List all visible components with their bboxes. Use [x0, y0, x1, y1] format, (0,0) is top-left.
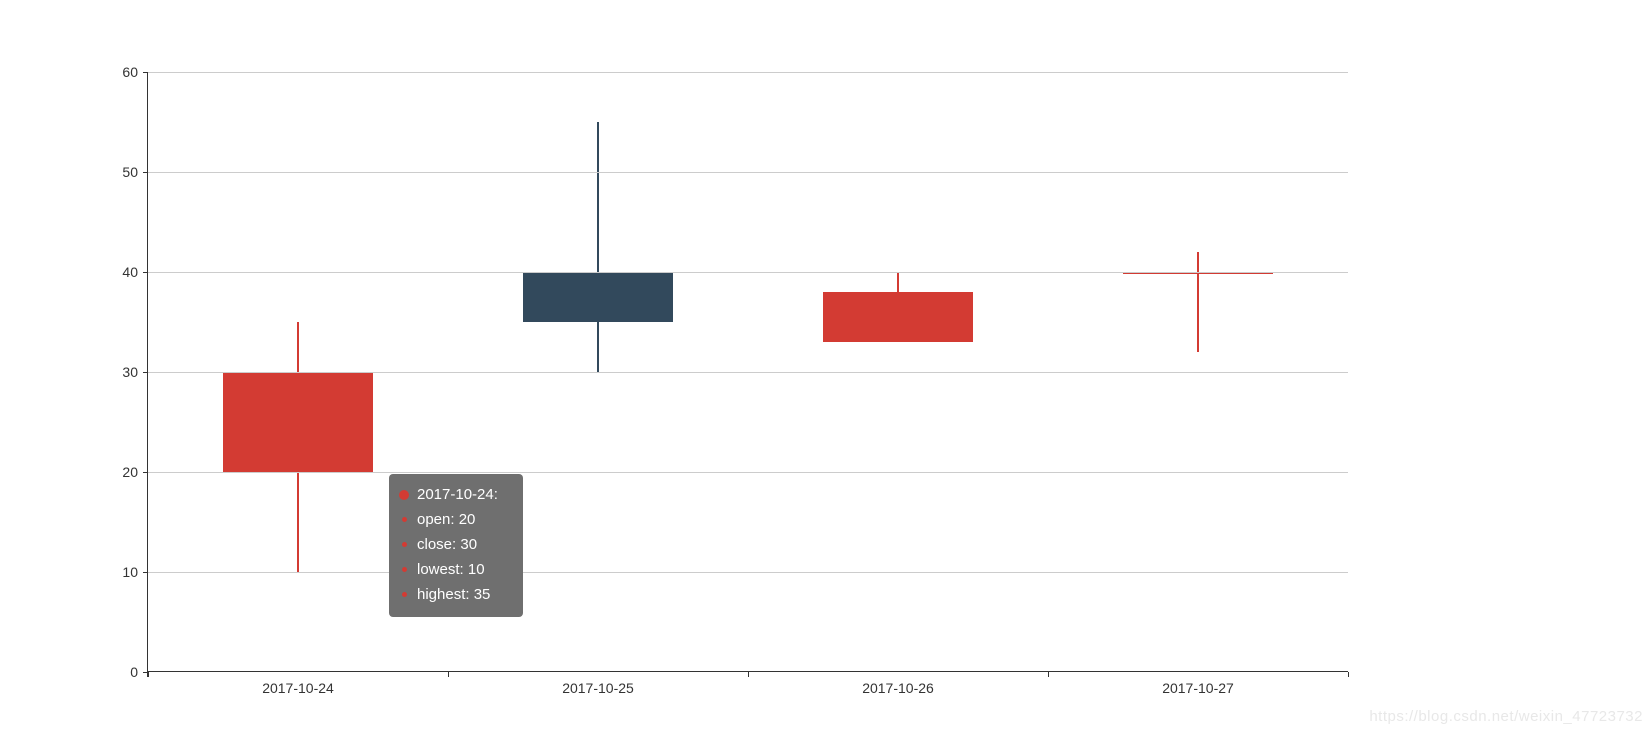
candlestick-whisker-2017-10-25[interactable]: [597, 122, 599, 372]
x-axis-tick: [147, 672, 149, 677]
gridline-y-30: [148, 371, 1348, 373]
x-axis-label: 2017-10-27: [1162, 680, 1234, 696]
gridline-y-60: [148, 71, 1348, 73]
series-marker-icon: [399, 489, 409, 500]
y-axis-tick: [143, 271, 148, 273]
y-axis-label: 30: [122, 364, 138, 380]
y-axis-label: 40: [122, 264, 138, 280]
y-axis-label: 60: [122, 64, 138, 80]
gridline-y-40: [148, 271, 1348, 273]
candlestick-whisker-2017-10-24[interactable]: [297, 322, 299, 572]
y-axis-line: [146, 72, 148, 677]
series-marker-icon: [401, 517, 407, 522]
x-axis-tick: [1347, 672, 1349, 677]
gridline-y-10: [148, 571, 1348, 573]
x-axis-tick: [1047, 672, 1049, 677]
x-axis-line: [148, 670, 1348, 672]
y-axis-tick: [143, 571, 148, 573]
y-axis-label: 20: [122, 464, 138, 480]
tooltip-title-row: 2017-10-24:: [399, 482, 513, 507]
tooltip-item-label: close: [417, 532, 460, 557]
y-axis-tick: [143, 671, 148, 673]
series-marker-icon: [401, 592, 407, 597]
x-axis-tick: [747, 672, 749, 677]
tooltip-item-value: 30: [460, 536, 478, 553]
candlestick-whisker-2017-10-26[interactable]: [897, 272, 899, 342]
tooltip-item-label: lowest: [417, 557, 468, 582]
gridline-y-50: [148, 171, 1348, 173]
y-axis-label: 0: [130, 664, 138, 680]
y-axis-tick: [143, 371, 148, 373]
tooltip-item-value: 35: [473, 586, 491, 603]
watermark: https://blog.csdn.net/weixin_47723732: [1369, 708, 1643, 725]
tooltip-item: open20: [399, 507, 513, 532]
y-axis-tick: [143, 471, 148, 473]
tooltip: 2017-10-24: open20 close30 lowest10 high…: [389, 474, 523, 617]
x-axis-label: 2017-10-24: [262, 680, 334, 696]
tooltip-item: close30: [399, 532, 513, 557]
tooltip-title: 2017-10-24:: [417, 486, 498, 503]
tooltip-item-label: open: [417, 507, 459, 532]
x-axis-tick: [447, 672, 449, 677]
x-axis-label: 2017-10-25: [562, 680, 634, 696]
tooltip-item: lowest10: [399, 557, 513, 582]
x-axis-label: 2017-10-26: [862, 680, 934, 696]
y-axis-label: 50: [122, 164, 138, 180]
y-axis-tick: [143, 171, 148, 173]
tooltip-item: highest35: [399, 582, 513, 607]
tooltip-item-value: 20: [458, 511, 476, 528]
y-axis-label: 10: [122, 564, 138, 580]
tooltip-item-value: 10: [467, 561, 485, 578]
candlestick-whisker-2017-10-27[interactable]: [1197, 252, 1199, 352]
tooltip-item-label: highest: [417, 582, 474, 607]
series-marker-icon: [401, 542, 407, 547]
gridline-y-20: [148, 471, 1348, 473]
series-marker-icon: [401, 567, 407, 572]
y-axis-tick: [143, 71, 148, 73]
